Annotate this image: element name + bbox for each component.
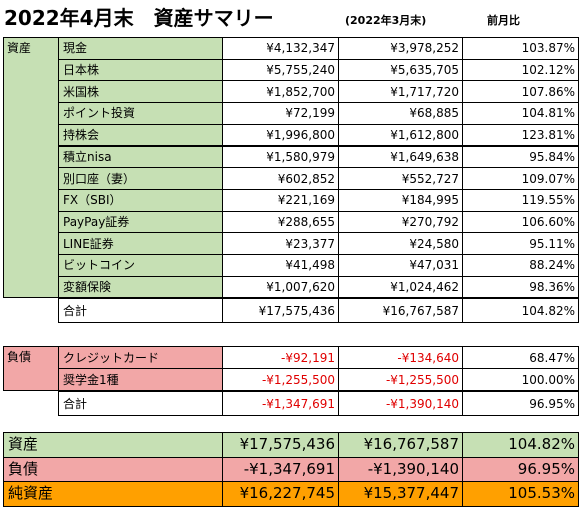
value-cell: ¥1,649,638 bbox=[338, 145, 463, 169]
value-cell: ¥4,132,347 bbox=[222, 37, 339, 60]
value-cell: 96.95% bbox=[462, 391, 579, 416]
value-cell: ¥3,978,252 bbox=[338, 37, 463, 60]
value-cell: -¥1,390,140 bbox=[338, 391, 463, 416]
value-cell: -¥1,255,500 bbox=[222, 368, 339, 391]
value-cell: 123.81% bbox=[462, 123, 579, 147]
row-label: 現金 bbox=[58, 37, 223, 60]
summary-value: -¥1,390,140 bbox=[338, 456, 463, 482]
value-cell: ¥1,852,700 bbox=[222, 80, 339, 104]
row-label: 合計 bbox=[58, 391, 223, 416]
value-cell: ¥5,755,240 bbox=[222, 58, 339, 82]
value-cell: ¥17,575,436 bbox=[222, 298, 339, 324]
value-cell: 68.47% bbox=[462, 346, 579, 369]
row-label: ビットコイン bbox=[58, 254, 223, 277]
value-cell: 106.60% bbox=[462, 210, 579, 234]
summary-label: 負債 bbox=[3, 456, 223, 482]
row-label: LINE証券 bbox=[58, 232, 223, 255]
row-label: ポイント投資 bbox=[58, 102, 223, 125]
value-cell: 100.00% bbox=[462, 368, 579, 391]
value-cell: ¥1,717,720 bbox=[338, 80, 463, 104]
title: 2022年4月末 資産サマリー bbox=[4, 6, 274, 30]
row-label: 持株会 bbox=[58, 123, 223, 147]
row-label: 米国株 bbox=[58, 80, 223, 104]
row-label: 別口座（妻） bbox=[58, 167, 223, 190]
summary-value: ¥16,227,745 bbox=[222, 481, 339, 507]
value-cell: ¥16,767,587 bbox=[338, 298, 463, 324]
value-cell: -¥1,347,691 bbox=[222, 391, 339, 416]
row-label: 変額保険 bbox=[58, 275, 223, 299]
value-cell: 88.24% bbox=[462, 254, 579, 277]
value-cell: 103.87% bbox=[462, 37, 579, 60]
value-cell: ¥184,995 bbox=[338, 188, 463, 212]
section-label: 資産 bbox=[3, 37, 59, 299]
value-cell: -¥134,640 bbox=[338, 346, 463, 369]
summary-value: ¥16,767,587 bbox=[338, 432, 463, 458]
value-cell: 95.84% bbox=[462, 145, 579, 169]
value-cell: ¥47,031 bbox=[338, 254, 463, 277]
value-cell: 119.55% bbox=[462, 188, 579, 212]
value-cell: ¥1,580,979 bbox=[222, 145, 339, 169]
value-cell: ¥72,199 bbox=[222, 102, 339, 125]
value-cell: ¥1,007,620 bbox=[222, 275, 339, 299]
value-cell: -¥1,255,500 bbox=[338, 368, 463, 391]
row-label: FX（SBI） bbox=[58, 188, 223, 212]
section-label: 負債 bbox=[3, 346, 59, 391]
value-cell: ¥221,169 bbox=[222, 188, 339, 212]
value-cell: ¥1,612,800 bbox=[338, 123, 463, 147]
summary-value: 105.53% bbox=[462, 481, 579, 507]
prev-header: (2022年3月末) bbox=[345, 13, 427, 27]
row-label: 積立nisa bbox=[58, 145, 223, 169]
value-cell: ¥68,885 bbox=[338, 102, 463, 125]
value-cell: 104.82% bbox=[462, 298, 579, 324]
ratio-header: 前月比 bbox=[487, 13, 520, 27]
value-cell: -¥92,191 bbox=[222, 346, 339, 369]
summary-label: 資産 bbox=[3, 432, 223, 458]
row-label: 日本株 bbox=[58, 58, 223, 82]
value-cell: ¥41,498 bbox=[222, 254, 339, 277]
value-cell: ¥5,635,705 bbox=[338, 58, 463, 82]
value-cell: ¥1,024,462 bbox=[338, 275, 463, 299]
value-cell: ¥552,727 bbox=[338, 167, 463, 190]
summary-value: 104.82% bbox=[462, 432, 579, 458]
value-cell: ¥23,377 bbox=[222, 232, 339, 255]
row-label: PayPay証券 bbox=[58, 210, 223, 234]
value-cell: ¥24,580 bbox=[338, 232, 463, 255]
summary-value: ¥15,377,447 bbox=[338, 481, 463, 507]
row-label: 奨学金1種 bbox=[58, 368, 223, 391]
summary-value: -¥1,347,691 bbox=[222, 456, 339, 482]
value-cell: 95.11% bbox=[462, 232, 579, 255]
value-cell: 109.07% bbox=[462, 167, 579, 190]
value-cell: 107.86% bbox=[462, 80, 579, 104]
summary-value: ¥17,575,436 bbox=[222, 432, 339, 458]
value-cell: ¥602,852 bbox=[222, 167, 339, 190]
value-cell: ¥1,996,800 bbox=[222, 123, 339, 147]
value-cell: 102.12% bbox=[462, 58, 579, 82]
summary-value: 96.95% bbox=[462, 456, 579, 482]
value-cell: ¥270,792 bbox=[338, 210, 463, 234]
value-cell: 98.36% bbox=[462, 275, 579, 299]
row-label: クレジットカード bbox=[58, 346, 223, 369]
value-cell: 104.81% bbox=[462, 102, 579, 125]
row-label: 合計 bbox=[58, 298, 223, 324]
summary-label: 純資産 bbox=[3, 481, 223, 507]
value-cell: ¥288,655 bbox=[222, 210, 339, 234]
